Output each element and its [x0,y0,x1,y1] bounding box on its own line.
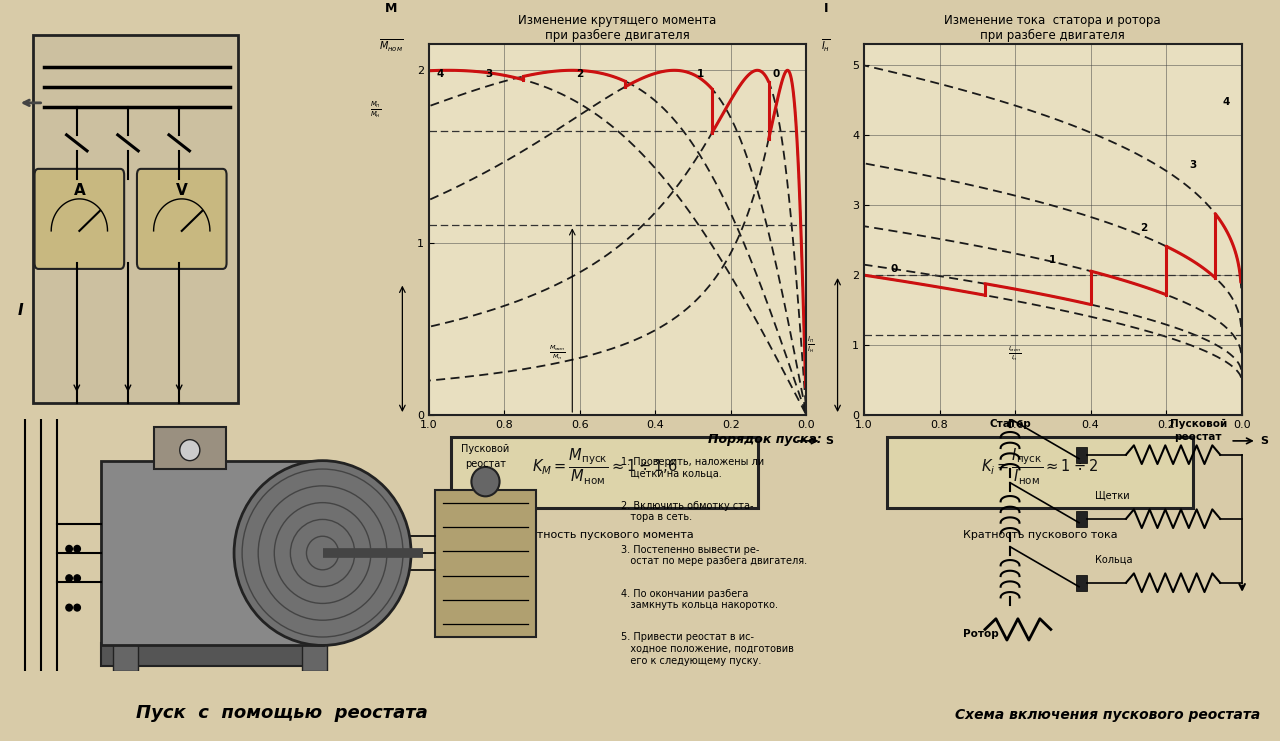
Text: 1: 1 [698,69,704,79]
Text: Статор: Статор [989,419,1030,428]
Text: 5. Привести реостат в ис-
   ходное положение, подготовив
   его к следующему пу: 5. Привести реостат в ис- ходное положен… [621,632,794,665]
Text: 2: 2 [576,69,584,79]
Bar [101,461,323,645]
Bar [435,490,536,637]
Text: S: S [826,436,833,446]
FancyBboxPatch shape [452,436,758,508]
Circle shape [179,439,200,461]
Title: Изменение тока  статора и ротора
при разбеге двигателя: Изменение тока статора и ротора при разб… [945,14,1161,42]
Bar [1076,575,1087,591]
Text: Схема включения пускового реостата: Схема включения пускового реостата [955,708,1260,722]
Text: 4: 4 [436,69,444,79]
Text: Кратность пускового тока: Кратность пускового тока [963,531,1117,540]
Title: Изменение крутящего момента
при разбеге двигателя: Изменение крутящего момента при разбеге … [518,14,717,42]
Text: $\frac{M_{мин}}{M_н}$: $\frac{M_{мин}}{M_н}$ [549,343,566,362]
Text: 2. Включить обмотку ста-
   тора в сеть.: 2. Включить обмотку ста- тора в сеть. [621,501,753,522]
Text: Порядок пуска:: Порядок пуска: [708,433,822,446]
Text: 4. По окончании разбега
   замкнуть кольца накоротко.: 4. По окончании разбега замкнуть кольца … [621,588,777,610]
Text: реостат: реостат [1175,432,1222,442]
Text: M: M [385,1,397,15]
Text: S: S [1261,436,1268,446]
Text: 3: 3 [485,69,493,79]
Text: Кольца: Кольца [1094,555,1133,565]
Text: I: I [18,303,23,318]
Text: 1. Проверить, наложены ли
   щетки на кольца.: 1. Проверить, наложены ли щетки на кольц… [621,457,764,479]
Circle shape [74,575,81,582]
Circle shape [65,575,73,582]
FancyBboxPatch shape [137,169,227,269]
Text: $\overline{I_{н}}$: $\overline{I_{н}}$ [822,37,831,53]
Text: 1: 1 [1050,255,1056,265]
Text: 0: 0 [891,264,897,273]
Text: 3. Постепенно вывести ре-
   остат по мере разбега двигателя.: 3. Постепенно вывести ре- остат по мере … [621,545,806,566]
Bar [114,641,137,671]
Text: реостат: реостат [465,459,506,469]
Circle shape [74,604,81,611]
Text: $\frac{I_п}{I_н}$: $\frac{I_п}{I_н}$ [808,335,815,356]
Text: V: V [175,183,188,198]
Text: A: A [73,183,86,198]
Text: $K_M = \dfrac{M_{\text{пуск}}}{M_{\text{ном}}} \approx 1 \div 1{,}6$: $K_M = \dfrac{M_{\text{пуск}}}{M_{\text{… [532,448,677,488]
Text: $\frac{I_{мин}}{I_н}$: $\frac{I_{мин}}{I_н}$ [1009,344,1021,362]
Bar [302,641,326,671]
Text: I: I [824,1,828,15]
Circle shape [471,467,499,496]
Text: $K_i = \dfrac{I_{\text{пуск}}}{I_{\text{ном}}} \approx 1 \div 2$: $K_i = \dfrac{I_{\text{пуск}}}{I_{\text{… [982,448,1098,488]
Text: Ротор: Ротор [963,629,998,639]
Circle shape [65,604,73,611]
Text: Кратность пускового момента: Кратность пускового момента [516,531,694,540]
Text: 0: 0 [773,69,780,79]
Text: $\overline{M_{ном}}$: $\overline{M_{ном}}$ [379,37,403,53]
Text: 2: 2 [1139,223,1147,233]
FancyBboxPatch shape [887,436,1193,508]
Bar [154,427,227,469]
Bar [33,35,238,403]
Text: 4: 4 [1222,97,1230,107]
Text: Пуск  с  помощью  реостата: Пуск с помощью реостата [136,705,428,722]
Bar [1076,511,1087,527]
Text: Щетки: Щетки [1094,491,1129,501]
Bar [1076,447,1087,462]
FancyBboxPatch shape [35,169,124,269]
Circle shape [234,461,411,645]
Text: 3: 3 [1189,160,1196,170]
Circle shape [65,545,73,552]
Text: Пусковой: Пусковой [1170,419,1226,428]
Bar [101,643,323,666]
Circle shape [74,545,81,552]
Text: $\frac{M_п}{M_н}$: $\frac{M_п}{M_н}$ [370,99,381,120]
Text: Пусковой: Пусковой [461,445,509,454]
